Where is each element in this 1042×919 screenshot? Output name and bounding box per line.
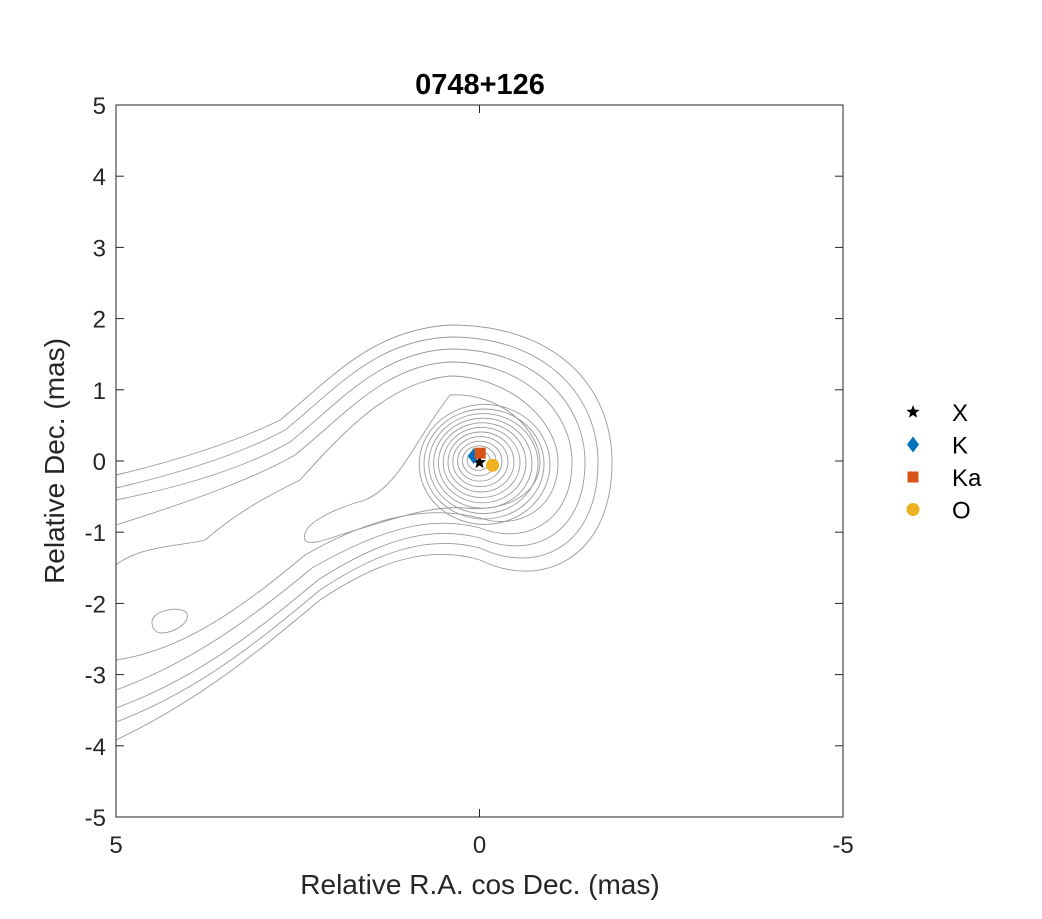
y-tick-label: 4 bbox=[93, 164, 106, 191]
x-tick-label: 0 bbox=[473, 832, 486, 859]
contour-line bbox=[151, 608, 188, 634]
point-o bbox=[486, 458, 500, 472]
y-tick-label: -5 bbox=[85, 805, 106, 832]
legend-label-x: X bbox=[952, 400, 968, 427]
y-tick-label: -2 bbox=[85, 591, 106, 618]
legend: XK Ka O bbox=[906, 400, 982, 525]
data-points bbox=[467, 447, 500, 472]
contour-line bbox=[115, 324, 613, 741]
legend-label-o: O bbox=[952, 498, 971, 525]
x-axis-label: Relative R.A. cos Dec. (mas) bbox=[300, 869, 659, 900]
legend-label-k: K bbox=[952, 433, 968, 460]
contour-ring bbox=[452, 436, 509, 488]
point-x bbox=[472, 455, 487, 469]
contour-line bbox=[115, 361, 573, 691]
y-axis-label: Relative Dec. (mas) bbox=[39, 338, 70, 584]
contour-ring bbox=[457, 440, 503, 482]
y-tick-label: 3 bbox=[93, 235, 106, 262]
y-tick-label: 1 bbox=[93, 378, 106, 405]
contour-line bbox=[115, 348, 586, 709]
x-tick-label: 5 bbox=[109, 832, 122, 859]
legend-marker-ka bbox=[907, 471, 919, 483]
legend-marker-k bbox=[907, 436, 919, 453]
y-axis: 5 4 3 2 1 0 -1 -2 -3 -4 -5 bbox=[85, 93, 843, 832]
y-tick-label: -4 bbox=[85, 734, 106, 761]
y-tick-label: 0 bbox=[93, 449, 106, 476]
y-tick-label: -1 bbox=[85, 520, 106, 547]
chart-title: 0748+126 bbox=[415, 69, 545, 101]
legend-marker-x bbox=[906, 405, 920, 418]
x-axis: 5 0 -5 bbox=[109, 105, 854, 859]
contour-line bbox=[115, 336, 599, 723]
contour-map bbox=[115, 324, 613, 741]
y-tick-label: 2 bbox=[93, 307, 106, 334]
legend-marker-o bbox=[906, 503, 920, 516]
contour-ring bbox=[418, 403, 551, 525]
y-tick-label: -3 bbox=[85, 663, 106, 690]
y-tick-label: 5 bbox=[93, 93, 106, 120]
contour-ring bbox=[428, 413, 539, 515]
contour-line bbox=[304, 394, 541, 543]
contour-ring bbox=[423, 408, 545, 520]
contour-ring bbox=[437, 422, 527, 504]
contour-ring bbox=[447, 431, 515, 493]
contour-line bbox=[115, 375, 559, 661]
x-tick-label: -5 bbox=[832, 832, 853, 859]
point-ka bbox=[474, 447, 486, 459]
contour-ring bbox=[442, 426, 521, 498]
legend-label-ka: Ka bbox=[952, 465, 982, 492]
contour-ring bbox=[433, 417, 533, 509]
